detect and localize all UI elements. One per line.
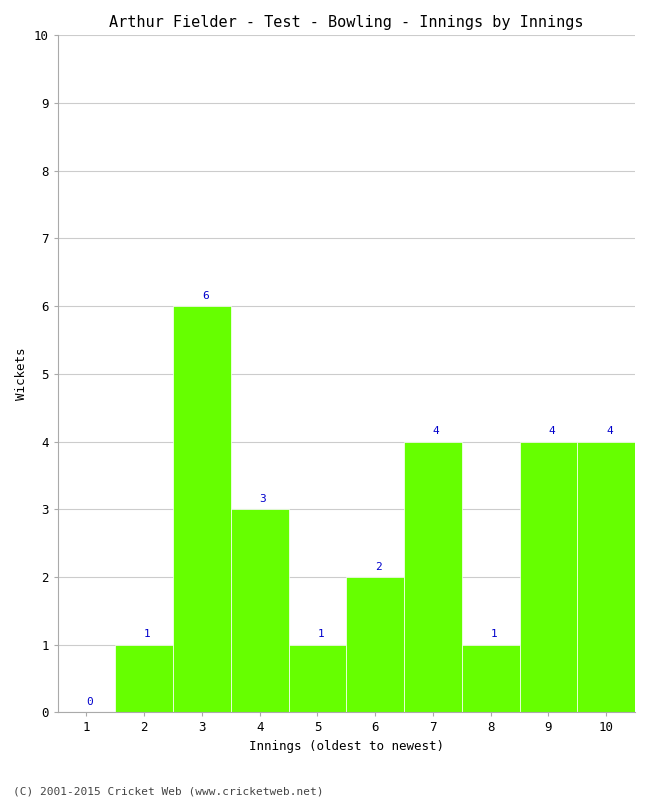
Bar [519, 442, 577, 713]
Text: 1: 1 [491, 630, 497, 639]
Bar [231, 510, 289, 713]
Bar [404, 442, 462, 713]
Text: 6: 6 [202, 290, 209, 301]
Text: 4: 4 [433, 426, 439, 436]
Text: (C) 2001-2015 Cricket Web (www.cricketweb.net): (C) 2001-2015 Cricket Web (www.cricketwe… [13, 786, 324, 796]
Title: Arthur Fielder - Test - Bowling - Innings by Innings: Arthur Fielder - Test - Bowling - Inning… [109, 15, 584, 30]
X-axis label: Innings (oldest to newest): Innings (oldest to newest) [249, 740, 444, 753]
Text: 3: 3 [260, 494, 266, 504]
Bar [462, 645, 519, 713]
Bar [577, 442, 635, 713]
Text: 4: 4 [606, 426, 613, 436]
Text: 2: 2 [375, 562, 382, 571]
Text: 4: 4 [549, 426, 555, 436]
Text: 0: 0 [86, 697, 93, 707]
Text: 1: 1 [317, 630, 324, 639]
Bar [289, 645, 346, 713]
Y-axis label: Wickets: Wickets [15, 348, 28, 400]
Bar [115, 645, 173, 713]
Bar [173, 306, 231, 713]
Bar [346, 577, 404, 713]
Text: 1: 1 [144, 630, 151, 639]
